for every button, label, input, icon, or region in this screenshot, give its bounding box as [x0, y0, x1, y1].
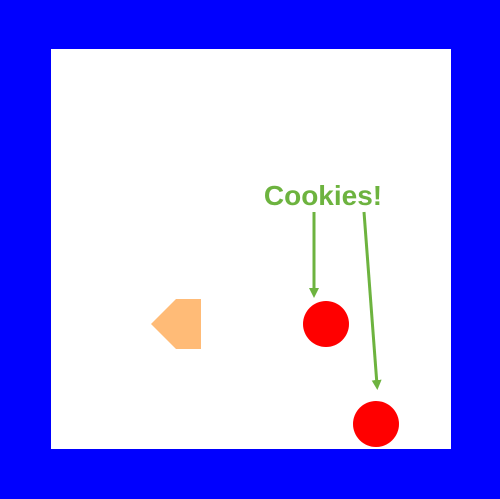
- annotation-arrow: [362, 211, 382, 390]
- cookie-icon: [303, 301, 349, 347]
- cookie-icon: [353, 401, 399, 447]
- play-area: [51, 49, 451, 449]
- player-pentagon-icon: [151, 299, 201, 349]
- cookies-label: Cookies!: [264, 180, 382, 211]
